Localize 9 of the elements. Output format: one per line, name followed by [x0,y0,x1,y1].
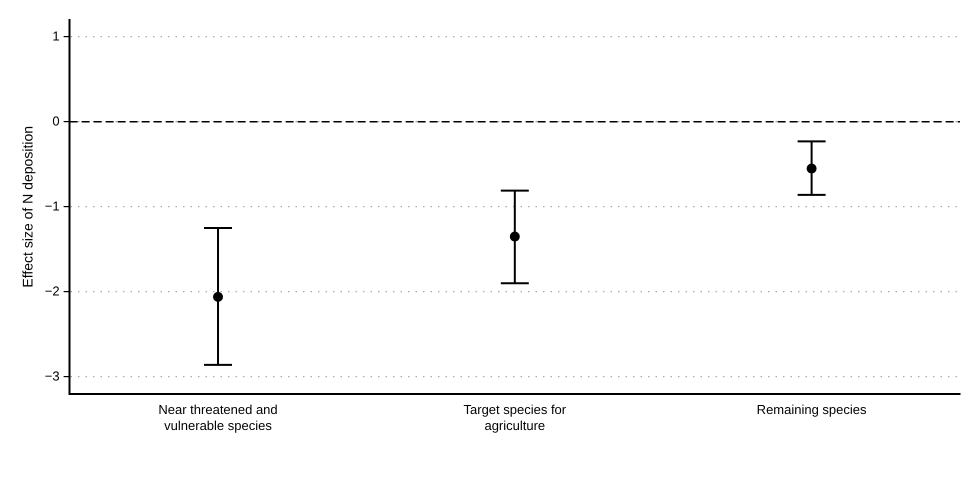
x-tick-label: Remaining species [756,402,868,418]
y-tick-label: 1 [52,28,60,44]
y-axis-title: Effect size of N deposition [19,126,36,288]
y-tick-label: −3 [44,368,60,384]
y-tick-label: −2 [44,283,60,298]
y-tick-label: 0 [52,113,60,128]
x-tick-label: Near threatened and vulnerable species [158,402,278,433]
y-tick-label: −1 [44,198,60,214]
x-tick-label: Target species for agriculture [464,402,567,433]
